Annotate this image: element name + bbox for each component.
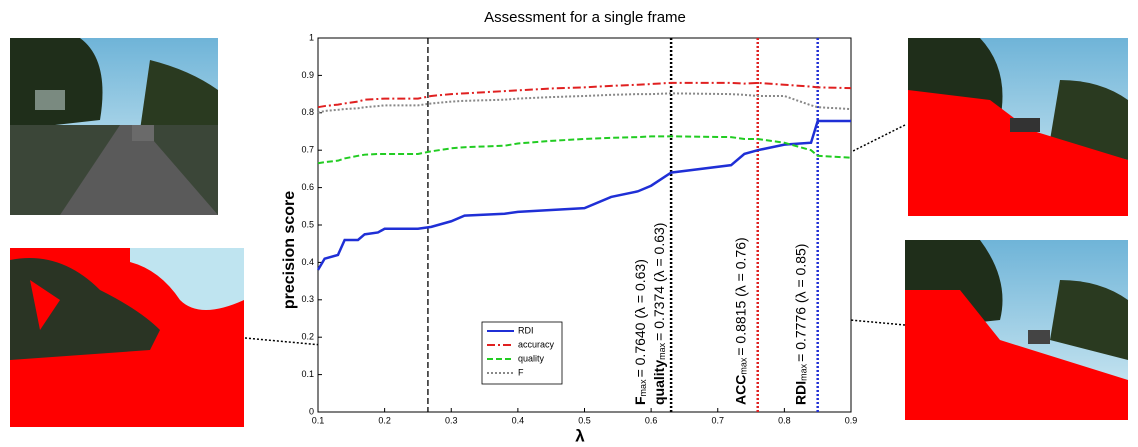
annotation-main: F xyxy=(632,396,648,405)
photo-segmented xyxy=(10,248,244,427)
annotation-text: = 0.7374 (λ = 0.63) xyxy=(651,223,667,341)
annotation: Fmax = 0.7640 (λ = 0.63) xyxy=(632,259,649,405)
legend-label: quality xyxy=(518,353,545,363)
y-tick-label: 0.7 xyxy=(301,145,314,155)
x-tick-label: 0.9 xyxy=(845,415,858,425)
annotation-sub: max xyxy=(657,342,667,360)
photo-result xyxy=(905,240,1128,420)
x-tick-label: 0.2 xyxy=(378,415,391,425)
annotation-main: ACC xyxy=(732,375,748,405)
annotation: ACCmax = 0.8815 (λ = 0.76) xyxy=(732,237,749,405)
x-tick-label: 0.8 xyxy=(778,415,791,425)
series-line xyxy=(317,92,852,114)
photo-original xyxy=(10,38,218,215)
arrow xyxy=(244,337,422,359)
y-tick-label: 0.4 xyxy=(301,257,314,267)
y-tick-label: 1 xyxy=(309,32,314,42)
x-tick-label: 0.3 xyxy=(445,415,458,425)
legend-label: F xyxy=(518,367,524,377)
series-line xyxy=(317,81,852,109)
y-tick-label: 0.1 xyxy=(301,369,314,379)
annotation-main: quality xyxy=(651,360,667,405)
x-tick-label: 0.6 xyxy=(645,415,658,425)
annotation-main: RDI xyxy=(792,381,808,405)
chart-title: Assessment for a single frame xyxy=(484,9,686,26)
annotation-text: = 0.7776 (λ = 0.85) xyxy=(792,244,808,362)
y-tick-label: 0.3 xyxy=(301,294,314,304)
legend-label: accuracy xyxy=(518,339,555,349)
series-line xyxy=(316,119,851,271)
y-tick-label: 0.9 xyxy=(301,70,314,80)
annotation: RDImax= 0.7776 (λ = 0.85) xyxy=(792,244,809,405)
photo-rdi-result xyxy=(908,38,1128,216)
annotation-text: = 0.8815 (λ = 0.76) xyxy=(732,237,748,355)
annotation-text: = 0.7640 (λ = 0.63) xyxy=(632,259,648,377)
y-tick-label: 0 xyxy=(309,406,314,416)
y-axis-label: precision score xyxy=(281,191,298,309)
legend-label: RDI xyxy=(518,325,534,335)
annotation: qualitymax= 0.7374 (λ = 0.63) xyxy=(651,223,668,405)
x-tick-label: 0.7 xyxy=(711,415,724,425)
plot-area xyxy=(317,37,852,413)
x-tick-label: 0.1 xyxy=(312,415,325,425)
y-tick-label: 0.2 xyxy=(301,332,314,342)
y-tick-label: 0.6 xyxy=(301,182,314,192)
annotation-sub: max xyxy=(799,363,809,381)
annotation-sub: max xyxy=(638,379,648,397)
y-tick-label: 0.5 xyxy=(301,219,314,229)
series-line xyxy=(317,135,852,165)
plot: 0.1 0.2 0.3 0.4 0.5 0.6 0.7 0.8 0.900.10.20.30.4… xyxy=(301,32,857,425)
y-tick-label: 0.8 xyxy=(301,107,314,117)
x-tick-label: 0.4 xyxy=(512,415,525,425)
x-axis-label: λ xyxy=(575,426,585,445)
annotation-sub: max xyxy=(739,357,749,375)
x-tick-label: 0.5 xyxy=(578,415,591,425)
